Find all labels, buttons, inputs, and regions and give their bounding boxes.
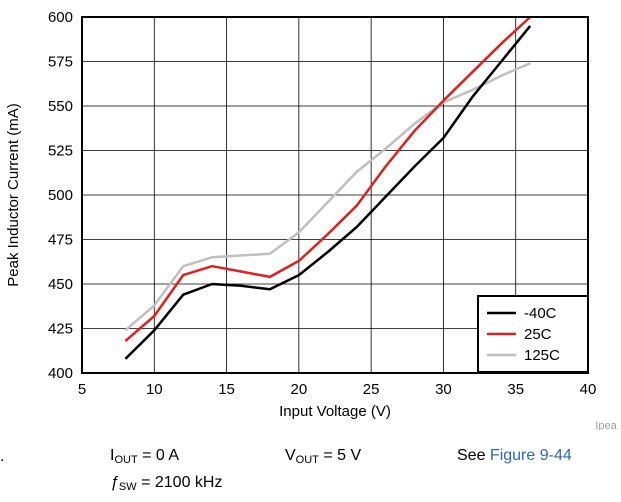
- legend-label: 25C: [524, 326, 552, 343]
- fsw-subscript: SW: [118, 481, 137, 493]
- iout-symbol: I: [110, 447, 115, 464]
- y-axis-label: Peak Inductor Current (mA): [5, 103, 22, 286]
- x-tick-label: 5: [78, 381, 86, 398]
- x-tick-label: 35: [507, 381, 524, 398]
- caption-dot-text: .: [0, 448, 5, 465]
- x-tick-label: 25: [363, 381, 380, 398]
- y-tick-label: 425: [48, 321, 73, 338]
- tick-labels: 5 10 15 20 25 30 35 40 400 425 450 475 500 525 550 575 6…: [48, 9, 596, 398]
- fsw-condition: ƒSW = 2100 kHz: [110, 474, 222, 493]
- series-line-25C: [124, 16, 532, 342]
- y-tick-label: 575: [48, 54, 73, 71]
- vout-value: = 5 V: [318, 447, 362, 464]
- series-lines: [124, 16, 532, 360]
- vout-condition: VOUT = 5 V: [285, 447, 361, 466]
- caption-dot: .: [0, 448, 4, 466]
- chart: 5 10 15 20 25 30 35 40 400 425 450 475 500 525 550 575 6…: [5, 9, 618, 430]
- y-tick-label: 600: [48, 9, 73, 26]
- series-line--40C: [124, 25, 532, 360]
- y-tick-label: 550: [48, 98, 73, 115]
- vout-subscript: OUT: [295, 454, 319, 466]
- see-figure: See Figure 9-44: [457, 447, 572, 465]
- x-tick-label: 20: [291, 381, 308, 398]
- legend: -40C 25C 125C: [477, 295, 589, 373]
- x-tick-label: 10: [146, 381, 163, 398]
- fsw-symbol: ƒ: [110, 474, 119, 491]
- x-tick-label: 40: [580, 381, 597, 398]
- vout-symbol: V: [285, 447, 296, 464]
- y-tick-label: 400: [48, 365, 73, 382]
- y-tick-label: 475: [48, 232, 73, 249]
- series-line-125C: [124, 62, 531, 332]
- y-tick-label: 500: [48, 187, 73, 204]
- watermark: Ipea: [595, 420, 617, 430]
- iout-condition: IOUT = 0 A: [110, 447, 179, 466]
- legend-label: 125C: [524, 347, 560, 364]
- y-tick-label: 450: [48, 276, 73, 293]
- fsw-value: = 2100 kHz: [136, 474, 223, 491]
- x-tick-label: 15: [218, 381, 235, 398]
- see-text: See: [457, 447, 490, 464]
- figure-link[interactable]: Figure 9-44: [489, 447, 572, 464]
- y-tick-label: 525: [48, 143, 73, 160]
- iout-value: = 0 A: [137, 447, 180, 464]
- x-axis-label: Input Voltage (V): [279, 403, 391, 420]
- x-tick-label: 30: [435, 381, 452, 398]
- plot-frame: [81, 16, 589, 374]
- legend-label: -40C: [524, 305, 557, 322]
- iout-subscript: OUT: [114, 454, 138, 466]
